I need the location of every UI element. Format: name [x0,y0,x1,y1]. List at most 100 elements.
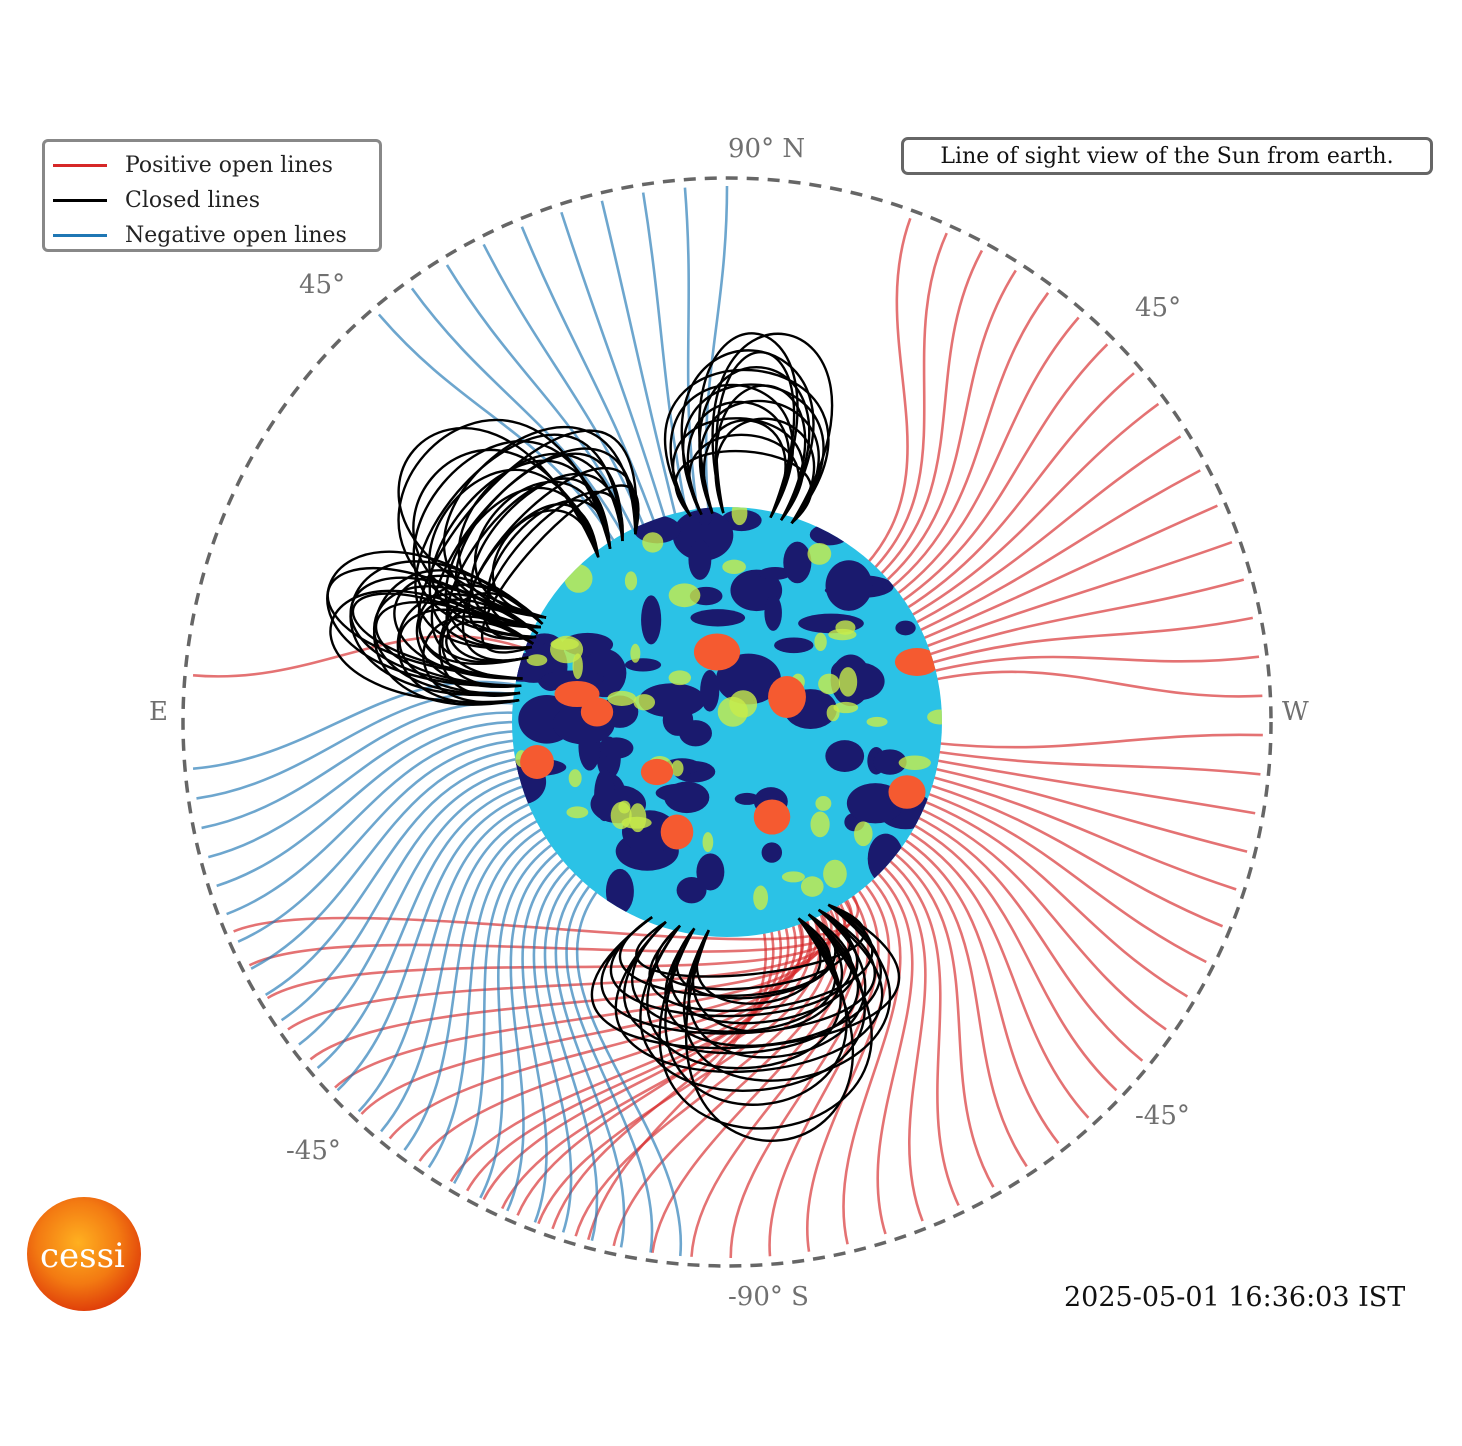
positive-open-line [927,783,1224,928]
positive-patch [640,758,674,786]
positive-open-line [871,232,948,572]
negative-open-line [565,882,654,1253]
positive-open-line [908,402,1160,619]
negative-patch [641,595,662,645]
negative-patch [605,868,634,915]
positive-open-line [931,766,1248,853]
negative-open-line [216,720,518,888]
negative-open-line [336,792,531,1092]
neutral-patch [722,559,746,574]
negative-patch [624,658,662,672]
negative-patch [809,524,849,546]
legend-swatch-closed [53,199,107,202]
neutral-patch [898,755,931,771]
negative-patch [599,737,634,759]
negative-open-line [521,855,567,1223]
neutral-patch [633,694,656,711]
legend-item-negative: Negative open lines [53,218,379,253]
solar-disk [512,507,942,937]
negative-patch [696,507,714,527]
legend: Positive open lines Closed lines Negativ… [42,139,382,252]
positive-open-line [930,655,1260,673]
negative-open-line [532,862,574,1233]
neutral-patch [572,653,583,680]
neutral-patch [564,564,593,593]
neutral-patch [781,871,805,883]
neutral-patch [800,876,824,897]
negative-open-line [403,817,542,1151]
neutral-patch [826,704,840,722]
negative-open-line [506,848,562,1212]
positive-open-line [929,775,1237,891]
neutral-patch [566,806,589,819]
negative-open-line [237,739,518,943]
negative-patch [541,670,605,687]
legend-label: Positive open lines [125,153,333,178]
negative-patch [737,679,758,693]
neutral-patch [818,673,841,695]
neutral-patch [671,760,684,777]
neutral-patch [814,632,827,652]
source-surface-boundary [181,176,1273,1268]
label-nw-lat: 45° [1135,293,1182,323]
neutral-patch [668,670,692,686]
neutral-patch [568,769,582,788]
positive-patch [580,697,614,727]
negative-patch [783,541,812,584]
closed-loop [397,427,600,619]
negative-patch [867,833,904,884]
neutral-patch [702,832,714,853]
label-ne-lat: 45° [299,270,346,300]
closed-loop [329,589,534,704]
negative-patch [895,620,916,636]
neutral-patch [866,716,888,727]
positive-open-line [896,843,1028,1168]
positive-open-line [874,869,914,1235]
neutral-patch [624,571,638,591]
closed-loop [682,903,891,1082]
cessi-logo [27,1197,141,1311]
positive-open-line [928,616,1254,665]
timestamp: 2025-05-01 16:36:03 IST [1064,1282,1406,1313]
neutral-patch [823,859,847,889]
negative-open-line [560,211,667,522]
negative-patch [734,792,760,805]
neutral-patch [607,690,637,706]
neutral-patch [526,654,548,667]
positive-patch [660,814,694,850]
positive-open-line [883,269,1017,584]
legend-swatch-negative [53,234,107,237]
negative-patch [696,853,725,891]
positive-open-line [899,343,1109,604]
positive-open-line [919,504,1218,641]
negative-open-line [683,187,700,515]
closed-loop [680,349,815,521]
positive-open-line [925,578,1245,657]
neutral-patch [731,507,748,526]
negative-open-line [250,748,519,970]
negative-patch [761,842,783,863]
label-sw-lat: -45° [1135,1101,1190,1131]
positive-open-line [917,807,1167,1031]
closed-loop [695,917,822,1005]
closed-loop [397,418,612,629]
closed-loop [414,433,624,650]
negative-open-line [298,775,525,1046]
positive-open-line [888,292,1050,591]
positive-open-line [932,670,1263,698]
label-west: W [1282,697,1309,727]
closed-loop [351,592,534,680]
negative-patch [638,683,706,718]
label-se-lat: -45° [286,1136,341,1166]
negative-open-line [641,192,689,517]
positive-open-line [901,836,1060,1145]
positive-open-line [924,791,1207,964]
positive-open-line [922,540,1233,649]
neutral-patch [621,816,652,829]
negative-patch [700,669,720,712]
negative-open-line [410,287,627,539]
positive-patch [888,775,926,809]
positive-open-line [921,799,1189,998]
negative-open-line [357,801,534,1113]
negative-open-line [554,875,626,1248]
